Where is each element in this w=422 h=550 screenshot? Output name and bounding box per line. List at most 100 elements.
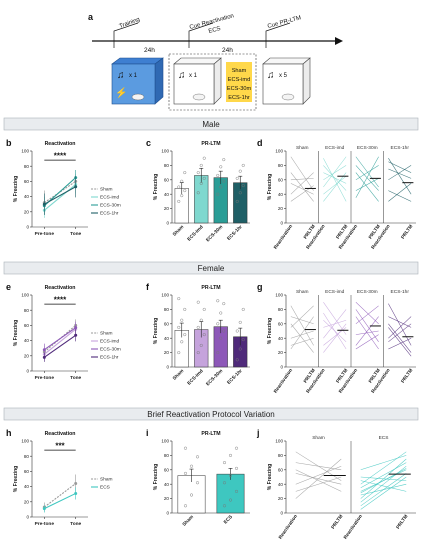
x-category-label: Reactivation <box>273 368 294 395</box>
y-tick-label: 100 <box>21 293 29 298</box>
chart-title: PR-LTM <box>201 431 220 437</box>
subject-line <box>388 316 412 328</box>
x-category-label: Tone <box>70 231 81 237</box>
individual-point <box>183 446 188 450</box>
chart-i-prltm-brief: 0 20 40 60 80 100 % Freezing PR-LTM Sham ECS <box>153 431 250 528</box>
individual-point <box>196 351 200 355</box>
data-point <box>74 333 78 337</box>
data-point <box>74 326 78 330</box>
x-category-label: Reactivation <box>278 514 299 541</box>
significance-stars: *** <box>55 442 65 451</box>
x-category-label: Reactivation <box>273 224 294 251</box>
subject-line <box>355 165 379 191</box>
y-tick-label: 80 <box>164 163 170 168</box>
y-tick-label: 0 <box>280 221 283 226</box>
y-tick-label: 60 <box>164 467 170 472</box>
y-tick-label: 80 <box>164 453 170 458</box>
y-axis-label: % Freezing <box>153 174 159 200</box>
data-point <box>42 507 46 511</box>
y-tick-label: 20 <box>24 499 30 504</box>
panel-letter-j: j <box>256 428 260 438</box>
x-category-label: ECS-30m <box>205 224 224 243</box>
data-point <box>74 491 78 495</box>
series-line-ECS <box>44 492 76 510</box>
y-axis-label: % Freezing <box>267 318 273 344</box>
individual-point <box>202 156 206 160</box>
x-category-label: PRLTM <box>400 224 414 241</box>
subject-line <box>360 451 407 485</box>
subject-line <box>323 165 347 181</box>
legend-label-ECS-imd: ECS-imd <box>100 339 120 345</box>
individual-point <box>234 446 239 450</box>
y-tick-label: 60 <box>164 321 170 326</box>
subject-line <box>355 165 379 181</box>
y-tick-label: 40 <box>278 192 284 197</box>
section-header-brief: Brief Reactivation Protocol Variation <box>3 407 419 421</box>
subject-line <box>323 165 347 191</box>
y-tick-label: 40 <box>164 482 170 487</box>
subject-line <box>388 323 412 353</box>
subject-line <box>295 469 342 492</box>
y-tick-label: 0 <box>280 365 283 370</box>
subject-line <box>355 302 379 324</box>
chart-title: Reactivation <box>45 285 76 291</box>
x-category-label: ECS-1hr <box>226 368 244 386</box>
subject-line <box>290 178 314 181</box>
panel-letter-c: c <box>146 138 151 148</box>
individual-point <box>222 158 226 162</box>
proto-group-ecs-imd: ECS-imd <box>228 77 250 83</box>
y-tick-label: 80 <box>164 307 170 312</box>
individual-point <box>216 322 220 326</box>
subject-line <box>290 323 314 353</box>
legend-label-Sham: Sham <box>100 187 113 193</box>
step-cue-prltm: Cue PR-LTM <box>267 15 302 30</box>
individual-point <box>196 171 200 175</box>
series-line-ECS-1hr <box>44 334 76 358</box>
svg-text:♫: ♫ <box>117 70 125 81</box>
y-tick-label: 60 <box>278 177 284 182</box>
proto-group-ecs-30m: ECS-30m <box>227 86 252 92</box>
subject-line <box>388 161 412 173</box>
chart-b-reactivation-male: 0 20 40 60 80 100 % Freezing Reactivation Pre-to… <box>13 141 121 237</box>
y-tick-label: 0 <box>26 515 29 520</box>
tone-count-1: x 1 <box>129 73 138 79</box>
individual-point <box>196 191 200 195</box>
y-tick-label: 40 <box>164 192 170 197</box>
subject-line <box>323 175 347 195</box>
group-label-ECS-30m: ECS-30m <box>357 289 378 295</box>
group-label-Sham: Sham <box>296 145 309 151</box>
legend-label-ECS-30m: ECS-30m <box>100 347 121 353</box>
training-marker <box>113 22 139 48</box>
proto-group-sham: Sham <box>232 68 247 74</box>
y-axis-label: % Freezing <box>13 176 19 202</box>
y-tick-label: 40 <box>24 194 30 199</box>
series-line-ECS-30m <box>44 327 76 351</box>
subject-line <box>323 309 347 339</box>
x-category-label: Pre-tone <box>35 375 55 381</box>
subject-line <box>355 156 379 188</box>
subject-line <box>388 183 412 202</box>
individual-point <box>183 471 188 475</box>
subject-line <box>355 305 379 325</box>
individual-point <box>183 504 188 508</box>
subject-line <box>355 316 379 346</box>
group-label-ECS-1hr: ECS-1hr <box>391 145 410 151</box>
group-label-ECS: ECS <box>379 435 389 441</box>
legend-label-ECS-imd: ECS-imd <box>100 195 120 201</box>
subject-line <box>295 462 342 471</box>
group-label-Sham: Sham <box>312 435 325 441</box>
individual-point <box>216 299 220 303</box>
individual-point <box>241 307 245 311</box>
subject-line <box>355 156 379 198</box>
y-tick-label: 0 <box>166 511 169 516</box>
subject-line <box>388 168 412 179</box>
subject-line <box>290 337 314 346</box>
individual-point <box>183 333 187 337</box>
individual-point <box>222 481 227 485</box>
individual-point <box>241 338 245 342</box>
x-category-label: ECS-imd <box>186 224 204 242</box>
group-label-ECS-imd: ECS-imd <box>325 289 345 295</box>
panel-letter-i: i <box>146 428 149 438</box>
svg-text:⚡: ⚡ <box>115 86 127 99</box>
